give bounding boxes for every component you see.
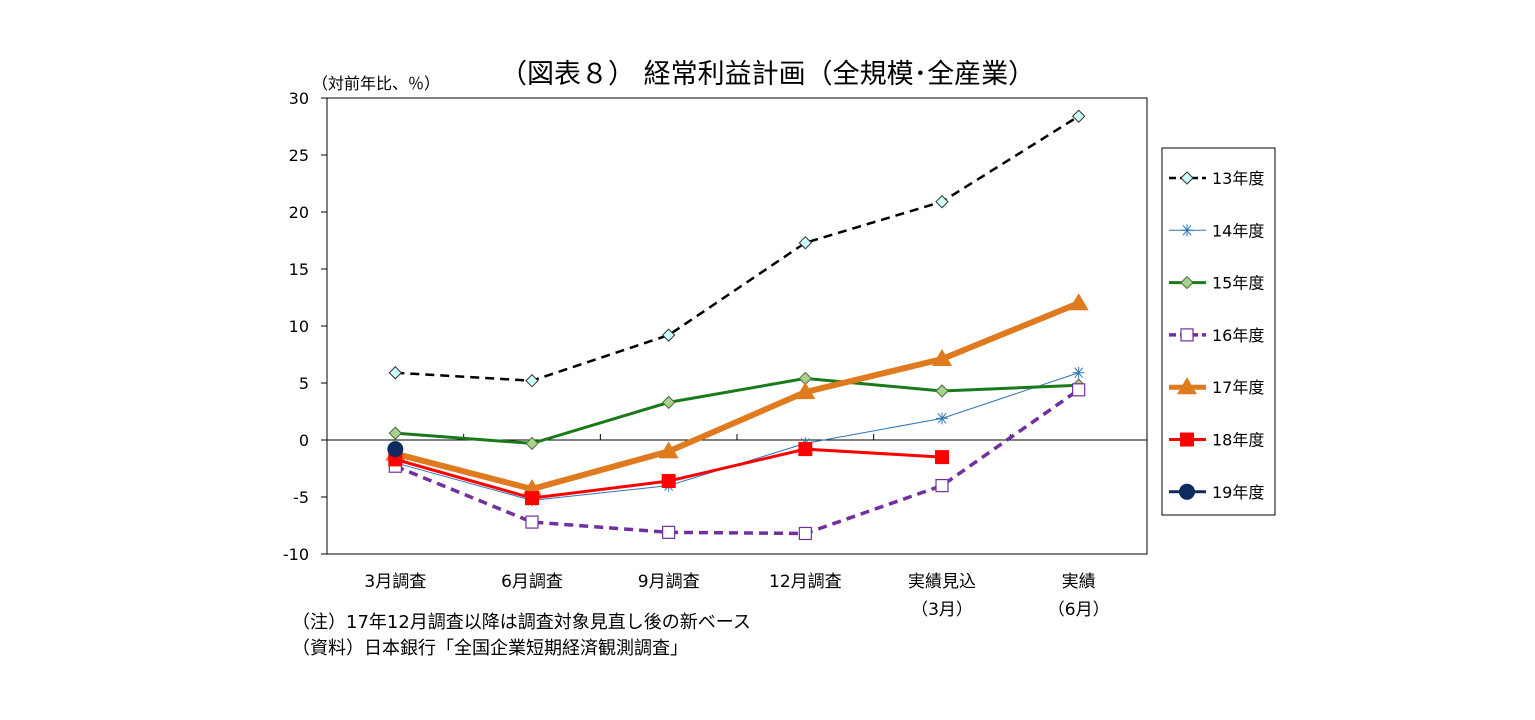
- series-19年度: [387, 441, 404, 458]
- legend-label: 13年度: [1212, 169, 1264, 188]
- data-point: [662, 525, 676, 539]
- data-point: [798, 236, 813, 250]
- legend-marker: [1180, 171, 1194, 185]
- data-point: [658, 441, 679, 459]
- x-tick-label: 9月調査: [638, 572, 700, 592]
- x-tick-label: 実績: [1062, 572, 1096, 592]
- y-tick-label: 10: [289, 317, 309, 336]
- series-13年度: [388, 109, 1086, 388]
- data-point: [661, 395, 676, 410]
- data-point: [1072, 383, 1086, 397]
- legend-label: 16年度: [1212, 326, 1264, 345]
- data-point: [525, 491, 539, 506]
- data-point: [661, 328, 676, 342]
- data-point: [525, 374, 539, 388]
- chart-title: （図表８） 経常利益計画（全規模･全産業）: [500, 59, 1036, 90]
- data-point: [798, 526, 812, 541]
- y-tick-label: 20: [289, 203, 309, 222]
- x-tick-label: 6月調査: [501, 572, 563, 592]
- y-tick-label: 5: [299, 374, 309, 393]
- data-point: [661, 474, 676, 489]
- data-point: [388, 426, 403, 440]
- legend-marker: [1180, 275, 1194, 290]
- series-line: [394, 388, 1080, 536]
- data-point: [932, 349, 952, 367]
- series-line: [394, 300, 1080, 493]
- legend-label: 14年度: [1212, 221, 1264, 240]
- y-tick-label: 30: [289, 89, 309, 108]
- x-tick-label: 3月調査: [364, 572, 426, 592]
- legend-label: 17年度: [1212, 378, 1264, 397]
- data-point: [935, 195, 949, 209]
- data-point: [935, 479, 949, 493]
- data-point: [935, 450, 949, 465]
- x-tick-label: （6月）: [1048, 600, 1110, 620]
- series-16年度: [388, 383, 1086, 541]
- data-point: [935, 384, 949, 398]
- legend-label: 19年度: [1212, 483, 1264, 502]
- data-point: [798, 442, 813, 457]
- x-tick-label: 12月調査: [769, 572, 842, 592]
- legend: 13年度 14年度 15年度 16年度 17年度 18年度 19年度: [1161, 147, 1276, 516]
- y-axis-label: （対前年比、％）: [312, 74, 441, 93]
- data-point: [525, 436, 539, 451]
- legend-marker: [1179, 483, 1195, 500]
- data-point: [795, 382, 816, 400]
- series-line: [395, 376, 1079, 445]
- legend-label: 18年度: [1212, 431, 1264, 450]
- source-note: （資料）日本銀行「全国企業短期経済観測調査」: [292, 638, 688, 659]
- data-point: [1068, 293, 1089, 311]
- y-tick-label: 0: [299, 431, 309, 450]
- data-point: [525, 515, 539, 529]
- data-point: [1071, 109, 1086, 123]
- data-point: [388, 366, 403, 380]
- series-line: [395, 115, 1080, 382]
- y-tick-label: 15: [289, 260, 309, 279]
- data-point: [387, 441, 404, 458]
- y-tick-label: -10: [283, 545, 309, 564]
- series-15年度: [388, 371, 1086, 451]
- legend-label: 15年度: [1212, 274, 1264, 293]
- x-tick-label: （3月）: [911, 600, 973, 620]
- y-tick-label: 25: [289, 146, 309, 165]
- x-tick-label: 実績見込: [908, 572, 976, 592]
- y-tick-label: -5: [293, 488, 309, 507]
- footnote: （注）17年12月調査以降は調査対象見直し後の新ベース: [292, 612, 751, 633]
- legend-marker: [1180, 432, 1194, 447]
- legend-marker: [1180, 328, 1194, 342]
- legend-marker: [1177, 377, 1197, 395]
